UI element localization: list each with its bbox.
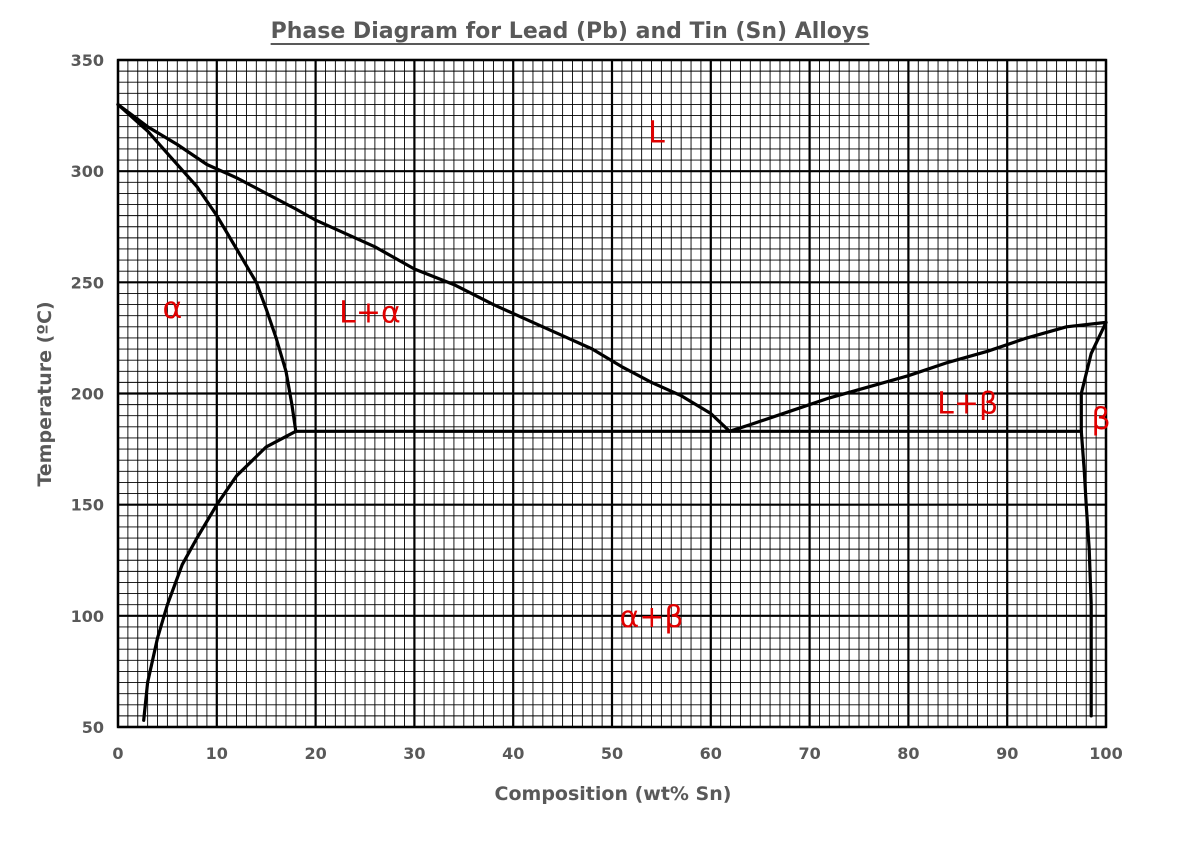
x-tick-label: 60 [700, 744, 722, 763]
phase-boundaries [116, 102, 1108, 722]
region-label: α+β [619, 600, 683, 635]
y-tick-label: 150 [71, 496, 104, 515]
x-tick-label: 20 [304, 744, 326, 763]
x-tick-label: 30 [403, 744, 425, 763]
solidus-right [1079, 320, 1108, 433]
x-tick-label: 0 [112, 744, 123, 763]
x-tick-label: 100 [1089, 744, 1122, 763]
plot-frame [116, 58, 1108, 729]
solidus-left [116, 102, 298, 433]
region-label: β [1091, 402, 1110, 437]
x-tick-label: 80 [897, 744, 919, 763]
chart-title: Phase Diagram for Lead (Pb) and Tin (Sn)… [271, 19, 870, 44]
y-tick-label: 50 [82, 718, 104, 737]
liquidus-left [116, 102, 732, 433]
region-labels: Lα L+α L+β β α+β [162, 115, 1110, 635]
y-tick-label: 200 [71, 385, 104, 404]
y-tick-label: 350 [71, 51, 104, 70]
solvus-right [1079, 429, 1093, 718]
liquidus-right [728, 320, 1108, 433]
x-tick-label: 40 [502, 744, 524, 763]
x-tick-label: 10 [206, 744, 228, 763]
region-label: L+β [937, 387, 998, 422]
grid [116, 58, 1108, 729]
x-axis-title: Composition (wt% Sn) [495, 783, 732, 805]
region-label: L+α [339, 295, 401, 330]
region-label: α [162, 291, 182, 326]
y-tick-label: 250 [71, 273, 104, 292]
y-tick-label: 100 [71, 607, 104, 626]
tick-labels: 0 10 20 30 40 50 60 70 80 90 100 50 100 150 200 250 300 3… [71, 51, 1123, 763]
x-tick-label: 70 [798, 744, 820, 763]
y-tick-label: 300 [71, 162, 104, 181]
solvus-left [142, 429, 298, 722]
region-label: L [648, 115, 665, 150]
y-axis-title: Temperature (ºC) [34, 301, 56, 486]
x-tick-label: 50 [601, 744, 623, 763]
x-tick-label: 90 [996, 744, 1018, 763]
